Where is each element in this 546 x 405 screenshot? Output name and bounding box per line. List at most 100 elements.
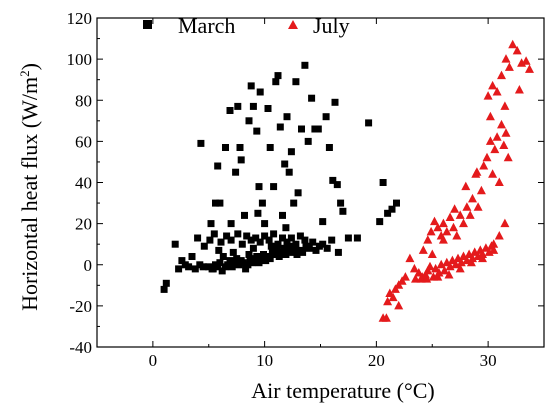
y-tick-label: 20 — [75, 215, 92, 234]
july-point — [492, 132, 502, 141]
july-point — [427, 249, 437, 258]
march-point — [207, 220, 215, 228]
march-point — [255, 183, 263, 191]
march-point — [224, 261, 232, 269]
march-series-points — [160, 61, 400, 293]
march-point — [323, 244, 331, 252]
july-point — [455, 210, 465, 219]
march-point — [234, 230, 242, 238]
y-tick-label: -40 — [69, 338, 92, 357]
july-point — [445, 212, 455, 221]
july-point — [433, 222, 443, 232]
march-point — [290, 199, 298, 207]
july-point — [450, 204, 460, 213]
march-point — [175, 265, 183, 273]
march-point — [241, 211, 248, 219]
march-point — [274, 240, 282, 248]
july-point — [409, 263, 419, 273]
july-point — [504, 62, 514, 71]
march-point — [308, 94, 316, 102]
march-point — [215, 246, 223, 254]
july-point — [482, 152, 492, 162]
march-point — [210, 230, 218, 238]
march-point — [232, 168, 240, 176]
march-point — [281, 160, 289, 168]
march-point — [267, 242, 275, 250]
july-point — [468, 193, 477, 203]
march-point — [246, 255, 254, 263]
march-point — [178, 257, 186, 265]
july-point — [383, 296, 393, 306]
march-point — [218, 267, 226, 275]
march-point — [292, 78, 300, 86]
march-point — [199, 263, 207, 271]
march-point — [249, 102, 257, 110]
july-point — [525, 64, 534, 73]
march-point — [197, 139, 205, 147]
march-point — [282, 224, 290, 232]
march-point — [257, 255, 265, 263]
march-point — [214, 263, 222, 271]
march-point — [291, 244, 299, 252]
march-point — [262, 257, 270, 265]
march-point — [222, 144, 229, 151]
march-point — [301, 61, 309, 69]
march-point — [273, 246, 281, 254]
march-point — [171, 240, 179, 248]
july-point — [485, 136, 495, 145]
july-point — [476, 185, 486, 195]
march-point — [256, 88, 264, 96]
march-point — [226, 257, 234, 265]
july-point — [488, 80, 498, 90]
march-point — [264, 105, 272, 112]
legend-marker-july — [288, 20, 298, 29]
july-point — [394, 300, 404, 310]
march-point — [279, 234, 286, 242]
y-axis-title-superscript: 2 — [17, 70, 32, 77]
july-point — [494, 231, 504, 240]
july-point — [442, 226, 452, 236]
plot-border — [96, 17, 545, 348]
march-point — [272, 78, 280, 86]
x-axis-title: Air temperature (°C) — [251, 378, 435, 403]
march-point — [286, 242, 294, 250]
march-point — [243, 232, 251, 240]
july-point — [483, 91, 493, 100]
march-point — [283, 113, 291, 121]
july-point — [489, 245, 499, 254]
july-point — [452, 231, 462, 240]
march-point — [253, 253, 261, 260]
march-point — [353, 234, 361, 242]
march-point — [231, 259, 238, 267]
march-point — [217, 238, 225, 246]
march-point — [261, 220, 269, 228]
y-tick-label: 40 — [75, 174, 92, 193]
july-point — [479, 161, 489, 170]
july-point — [497, 70, 506, 80]
legend: March July — [143, 13, 350, 38]
march-point — [289, 248, 297, 256]
july-point — [485, 111, 495, 121]
y-tick-label: -20 — [69, 297, 92, 316]
july-point — [423, 235, 433, 244]
july-point — [500, 101, 510, 110]
march-point — [276, 123, 284, 131]
march-point — [334, 248, 342, 256]
march-point — [188, 253, 196, 260]
march-point — [260, 251, 267, 258]
july-point — [499, 140, 509, 149]
july-point — [473, 202, 483, 211]
march-point — [296, 232, 304, 240]
plot-frame — [96, 17, 545, 348]
march-point — [252, 234, 260, 242]
legend-marker-march — [143, 20, 152, 29]
march-point — [238, 240, 246, 248]
july-point — [405, 253, 415, 263]
july-point — [462, 202, 472, 211]
march-point — [191, 265, 199, 273]
march-point — [206, 236, 214, 244]
march-point — [312, 246, 320, 254]
y-tick-label: 80 — [75, 91, 92, 110]
july-point — [425, 261, 435, 271]
march-point — [271, 251, 279, 258]
